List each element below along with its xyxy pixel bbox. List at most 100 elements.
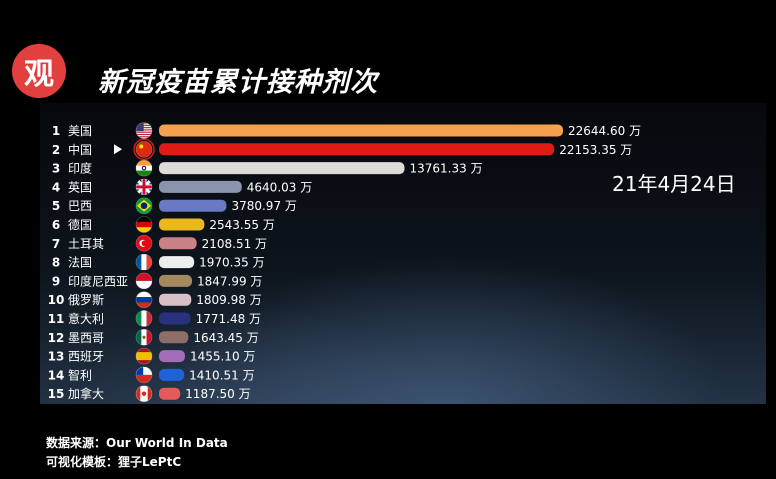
bar [159, 199, 227, 212]
tr-flag [135, 235, 153, 252]
value-label: 4640.03 万 [247, 180, 312, 194]
bar-row: 11 意大利 1771.48 万 [48, 310, 261, 327]
bar [159, 312, 191, 325]
rank-label: 3 [52, 162, 60, 176]
rank-label: 1 [52, 124, 60, 138]
bar-row: 10 俄罗斯 1809.98 万 [48, 291, 262, 308]
cl-flag [135, 366, 153, 384]
rank-label: 8 [52, 256, 60, 270]
chart-title: 新冠疫苗累计接种剂次 [98, 67, 378, 98]
bar-row: 3 印度 13761.33 万 [52, 159, 483, 177]
template-credit: 可视化模板：狸子LePtC [46, 455, 182, 469]
bar-row: 15 加拿大 1187.50 万 [48, 385, 251, 403]
rank-label: 10 [48, 293, 65, 307]
fr-flag [135, 253, 153, 271]
bar [159, 218, 205, 231]
value-label: 1643.45 万 [193, 331, 258, 345]
category-label: 印度 [68, 161, 92, 176]
bar [159, 350, 185, 363]
value-label: 22644.60 万 [568, 124, 641, 138]
rank-label: 7 [52, 237, 60, 251]
gb-flag [135, 178, 153, 196]
bar-row: 2 中国 22153.35 万 [52, 138, 632, 160]
us-flag [135, 122, 153, 139]
bar [159, 331, 189, 344]
bar-row: 7 土耳其 2108.51 万 [52, 235, 267, 252]
category-label: 巴西 [68, 199, 92, 213]
rank-label: 4 [52, 180, 60, 194]
value-label: 3780.97 万 [231, 199, 296, 213]
bar [159, 124, 563, 137]
value-label: 1771.48 万 [196, 312, 261, 326]
bar [159, 256, 195, 269]
highlight-ring [133, 138, 155, 160]
bar [159, 274, 192, 287]
value-label: 13761.33 万 [410, 162, 483, 176]
value-label: 1847.99 万 [197, 274, 262, 288]
category-label: 中国 [68, 142, 92, 157]
bar-row: 5 巴西 3780.97 万 [52, 197, 297, 214]
highlight-marker-icon [114, 144, 122, 155]
category-label: 英国 [68, 180, 92, 194]
bar [159, 162, 405, 175]
in-flag [135, 159, 153, 177]
category-label: 俄罗斯 [68, 293, 104, 307]
br-flag [135, 197, 153, 214]
value-label: 1809.98 万 [196, 293, 261, 307]
rank-label: 5 [52, 199, 60, 213]
rank-label: 11 [48, 312, 65, 326]
ca-flag [135, 385, 153, 403]
date-label: 21年4月24日 [612, 172, 736, 196]
brand-logo-char: 观 [24, 57, 54, 92]
bar-row: 14 智利 1410.51 万 [48, 366, 255, 384]
value-label: 2543.55 万 [209, 218, 274, 232]
rank-label: 15 [48, 387, 65, 401]
rank-label: 14 [48, 368, 65, 382]
brand-logo: 观 [12, 44, 66, 98]
bar [159, 180, 242, 193]
category-label: 加拿大 [68, 386, 104, 401]
value-label: 1187.50 万 [185, 387, 250, 401]
bar-row: 13 西班牙 1455.10 万 [48, 347, 255, 365]
category-label: 印度尼西亚 [68, 273, 128, 288]
chart-panel: 1 美国 22644.60 万 2 中国 22153.35 万 3 印度 13761.33 万 4… [40, 103, 766, 404]
it-flag [135, 310, 153, 327]
category-label: 墨西哥 [68, 331, 104, 345]
category-label: 土耳其 [68, 237, 104, 251]
value-label: 1455.10 万 [190, 350, 255, 364]
cn-flag [135, 140, 153, 158]
id-flag [135, 272, 153, 290]
bar-row: 12 墨西哥 1643.45 万 [48, 329, 259, 346]
category-label: 美国 [68, 124, 92, 138]
es-flag [135, 347, 153, 365]
value-label: 22153.35 万 [559, 143, 632, 157]
rank-label: 12 [48, 331, 65, 345]
bar-chart: 1 美国 22644.60 万 2 中国 22153.35 万 3 印度 13761.33 万 4… [48, 122, 641, 403]
data-source: 数据来源：Our World In Data [46, 436, 228, 450]
bar [159, 293, 192, 306]
category-label: 智利 [68, 367, 92, 382]
bar [159, 143, 555, 156]
bar-row: 1 美国 22644.60 万 [52, 122, 641, 139]
bar-row: 4 英国 4640.03 万 [52, 178, 312, 196]
bar [159, 387, 181, 400]
bar [159, 237, 197, 250]
bar [159, 368, 185, 381]
value-label: 1410.51 万 [189, 368, 254, 382]
value-label: 1970.35 万 [199, 256, 264, 270]
bar-row: 9 印度尼西亚 1847.99 万 [52, 272, 262, 290]
de-flag [135, 216, 153, 233]
ru-flag [135, 291, 153, 308]
category-label: 意大利 [68, 311, 104, 326]
rank-label: 13 [48, 350, 65, 364]
category-label: 德国 [68, 217, 92, 232]
rank-label: 9 [52, 274, 60, 288]
category-label: 西班牙 [68, 350, 104, 364]
mx-flag [135, 329, 153, 346]
bar-row: 8 法国 1970.35 万 [52, 253, 265, 271]
value-label: 2108.51 万 [202, 237, 267, 251]
category-label: 法国 [68, 256, 92, 270]
rank-label: 2 [52, 143, 60, 157]
bar-row: 6 德国 2543.55 万 [52, 216, 275, 233]
rank-label: 6 [52, 218, 60, 232]
